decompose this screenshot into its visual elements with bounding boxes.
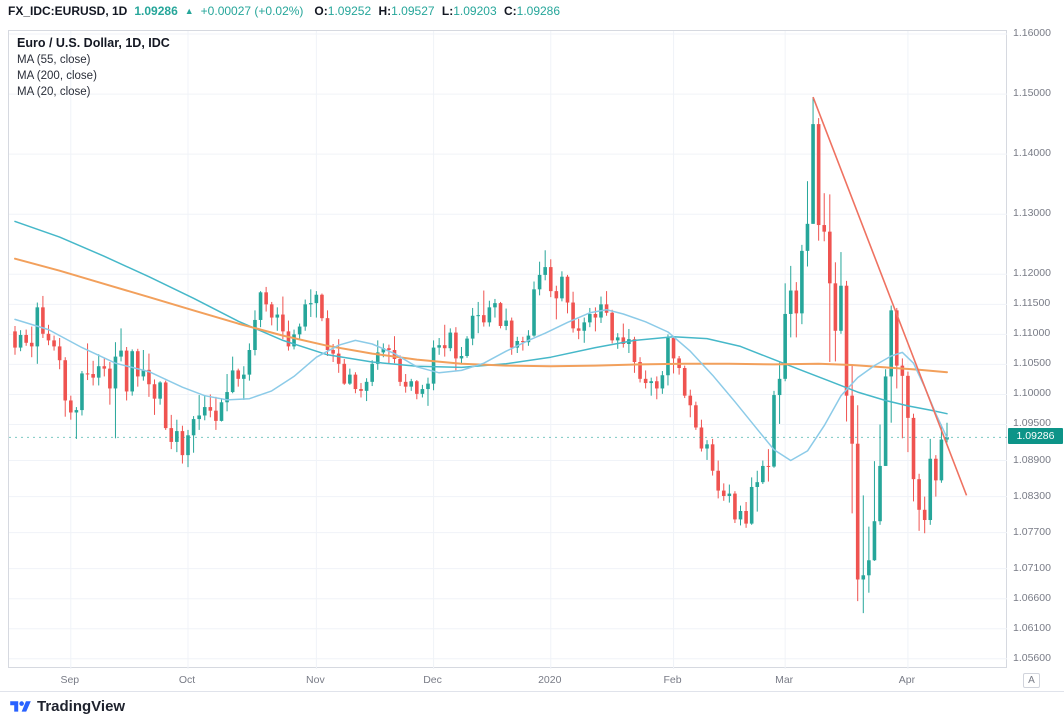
price-axis-label: 1.13000 xyxy=(1013,207,1051,220)
price-axis-label: 1.12000 xyxy=(1013,267,1051,280)
chart-plot[interactable]: Euro / U.S. Dollar, 1D, IDC MA (55, clos… xyxy=(8,30,1008,669)
price-axis[interactable]: 1.09286 1.16000 1.15000 1.14000 1.13000 1.12… xyxy=(1007,22,1064,691)
open-label: O: xyxy=(314,4,328,18)
price-axis-label: 1.08900 xyxy=(1013,453,1051,466)
legend-ma-20[interactable]: MA (20, close) xyxy=(17,86,91,98)
price-axis-label: 1.09500 xyxy=(1013,417,1051,430)
time-axis-label: Mar xyxy=(775,674,794,686)
price-chart-canvas[interactable] xyxy=(9,31,1008,669)
ma-20-line xyxy=(14,308,948,462)
last-price-tag: 1.09286 xyxy=(1008,428,1063,445)
time-axis-label: Dec xyxy=(423,674,442,686)
low-label: L: xyxy=(441,4,454,18)
price-axis-label: 1.11500 xyxy=(1013,297,1051,310)
tradingview-logo-icon[interactable] xyxy=(10,699,31,715)
symbol-header: FX_IDC:EURUSD, 1D 1.09286 ▲ +0.00027 (+0… xyxy=(0,0,1064,22)
time-axis-label: Feb xyxy=(663,674,682,686)
price-axis-label: 1.08300 xyxy=(1013,489,1051,502)
ma-55-line xyxy=(14,220,948,415)
price-axis-label: 1.06600 xyxy=(1013,591,1051,604)
time-axis-label: Nov xyxy=(306,674,325,686)
ma-200-line xyxy=(14,257,948,374)
legend-symbol-title[interactable]: Euro / U.S. Dollar, 1D, IDC xyxy=(17,36,170,50)
price-axis-label: 1.06100 xyxy=(1013,621,1051,634)
price-axis-label: 1.14000 xyxy=(1013,147,1051,160)
price-axis-label: 1.07700 xyxy=(1013,525,1051,538)
trendline xyxy=(812,96,968,496)
price-axis-label: 1.07100 xyxy=(1013,561,1051,574)
low-value: 1.09203 xyxy=(453,4,497,18)
high-label: H: xyxy=(378,4,392,18)
candlestick-series xyxy=(13,97,949,614)
legend-ma-200[interactable]: MA (200, close) xyxy=(17,70,97,82)
brand-name[interactable]: TradingView xyxy=(37,698,126,715)
time-axis-label: Apr xyxy=(898,674,916,686)
chart-area: Euro / U.S. Dollar, 1D, IDC MA (55, clos… xyxy=(0,22,1064,691)
footer: TradingView xyxy=(0,691,1064,721)
chart-legend: Euro / U.S. Dollar, 1D, IDC MA (55, clos… xyxy=(17,34,170,100)
time-axis[interactable]: Sep Oct Nov Dec 2020 Feb Mar Apr xyxy=(8,669,1007,691)
price-change: +0.00027 (+0.02%) xyxy=(200,4,304,18)
price-axis-label: 1.10500 xyxy=(1013,357,1051,370)
price-axis-label: 1.11000 xyxy=(1013,327,1051,340)
high-value: 1.09527 xyxy=(391,4,435,18)
change-up-arrow-icon: ▲ xyxy=(184,6,194,16)
price-axis-label: 1.16000 xyxy=(1013,27,1051,39)
price-axis-label: 1.10000 xyxy=(1013,387,1051,400)
price-axis-label: 1.15000 xyxy=(1013,87,1051,100)
legend-ma-55[interactable]: MA (55, close) xyxy=(17,54,91,66)
price-axis-label: 1.05600 xyxy=(1013,651,1051,664)
close-label: C: xyxy=(503,4,517,18)
symbol-name[interactable]: FX_IDC:EURUSD, 1D xyxy=(8,4,128,18)
open-value: 1.09252 xyxy=(327,4,372,18)
auto-scale-button[interactable]: A xyxy=(1023,673,1040,688)
last-price: 1.09286 xyxy=(134,4,178,18)
time-axis-label: 2020 xyxy=(538,674,562,686)
close-value: 1.09286 xyxy=(516,4,561,18)
time-axis-label: Sep xyxy=(60,674,80,686)
time-axis-label: Oct xyxy=(178,674,196,686)
